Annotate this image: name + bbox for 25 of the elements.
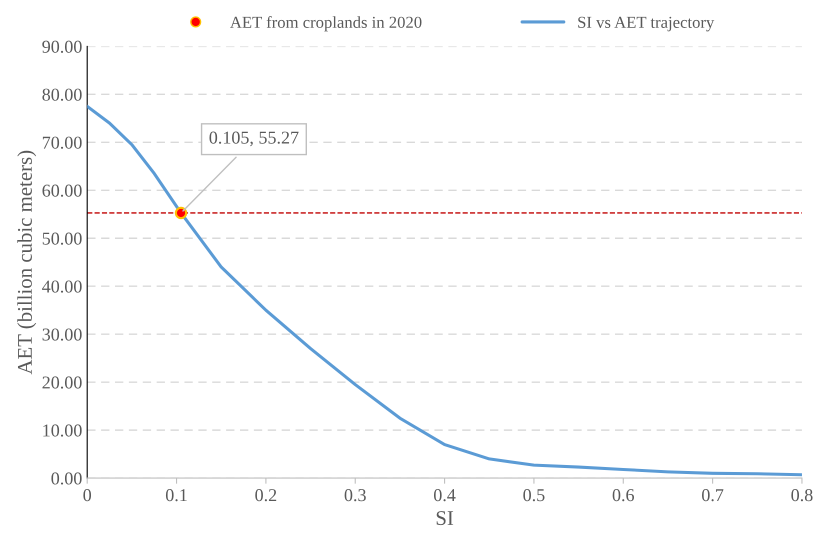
legend-label: SI vs AET trajectory	[578, 16, 714, 32]
annotation: 0.105, 55.27	[209, 132, 299, 146]
x-axis-title: SI	[436, 511, 454, 526]
y-tick-label: 20.00	[42, 376, 82, 389]
y-tick-label: 60.00	[42, 184, 82, 197]
y-tick-label: 50.00	[42, 232, 82, 245]
x-tick-label: 0.2	[255, 489, 276, 502]
x-tick-label: 0.1	[166, 489, 187, 502]
y-tick-label: 0.00	[51, 472, 82, 485]
y-tick-label: 10.00	[43, 424, 82, 437]
x-tick-label: 0	[83, 489, 92, 502]
y-tick-label: 70.00	[42, 136, 82, 149]
y-tick-label: 90.00	[42, 40, 82, 53]
y-tick-label: 80.00	[42, 88, 82, 101]
x-tick-label: 0.4	[434, 489, 456, 502]
x-tick-label: 0.6	[612, 489, 634, 502]
x-tick-label: 0.8	[791, 489, 813, 502]
legend-label: AET from croplands in 2020	[230, 16, 422, 32]
x-tick-label: 0.5	[523, 489, 545, 502]
x-tick-label: 0.3	[344, 489, 366, 502]
y-tick-label: 30.00	[42, 328, 82, 341]
y-tick-label: 40.00	[42, 280, 82, 293]
x-tick-label: 0.7	[702, 489, 724, 502]
y-axis-title: AET (billion cubic meters)	[17, 150, 36, 374]
line-series	[87, 104, 802, 476]
